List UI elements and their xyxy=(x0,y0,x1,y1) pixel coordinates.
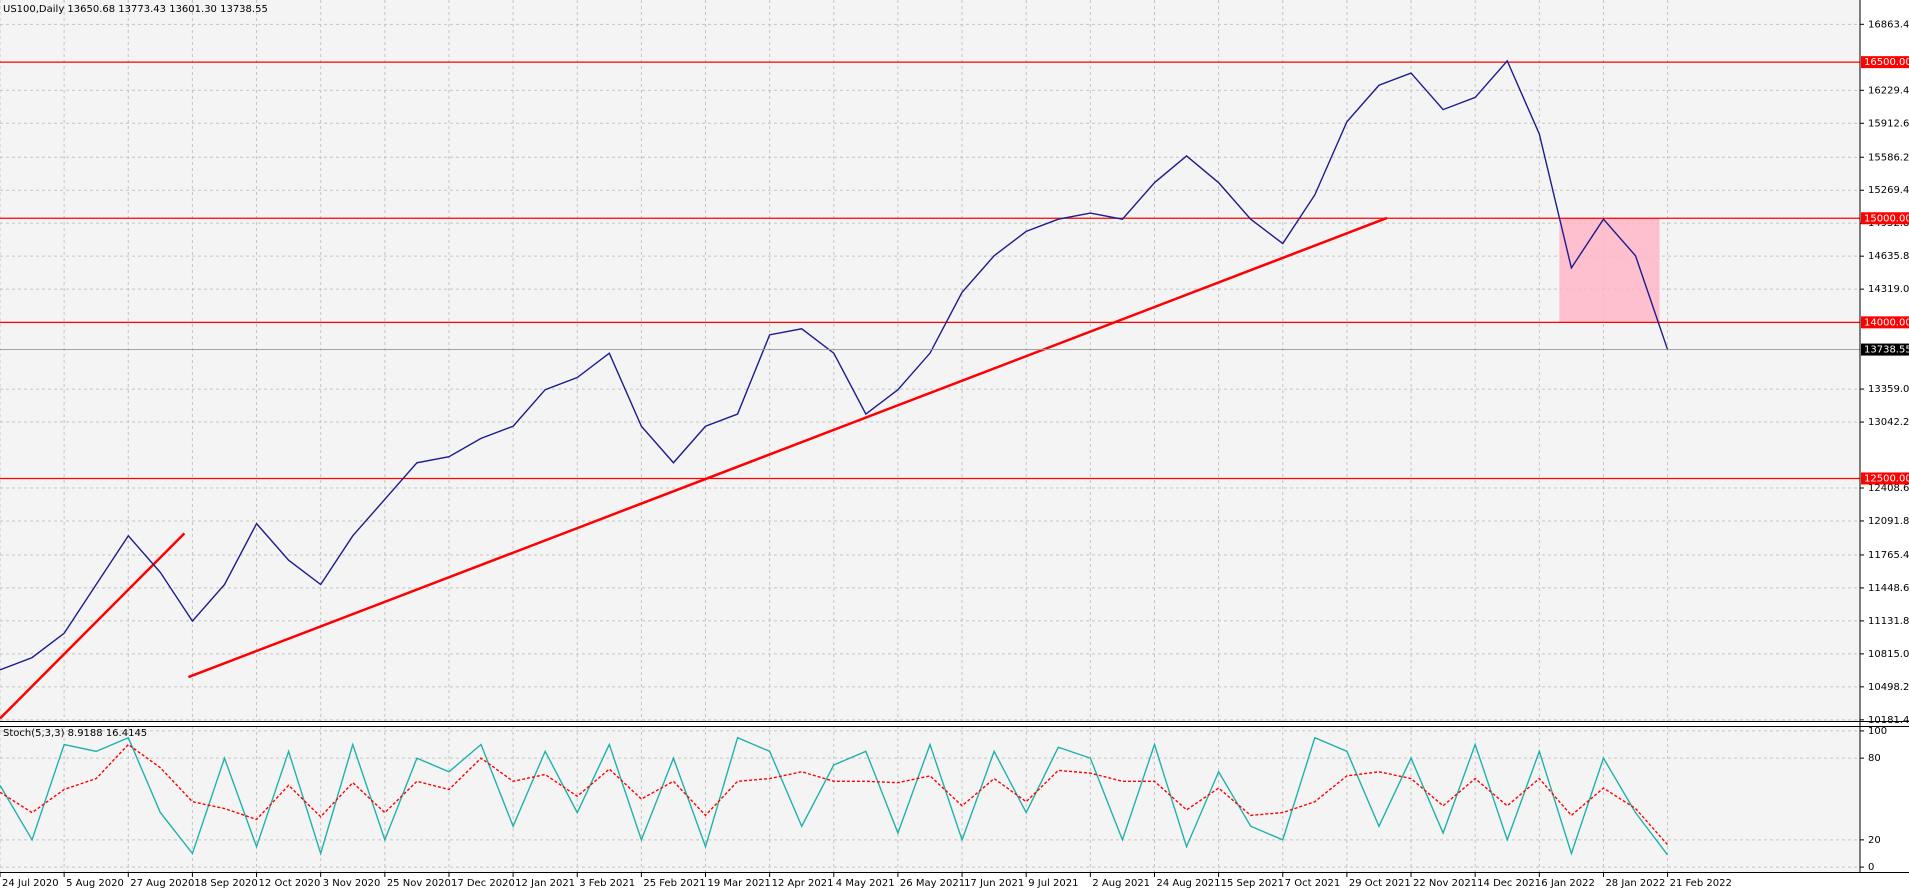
y-tick-label: 12408.60 xyxy=(1868,483,1909,494)
x-tick-label: 6 Jan 2022 xyxy=(1541,878,1595,889)
x-tick-label: 14 Dec 2021 xyxy=(1477,878,1541,889)
y-tick-label: 12091.80 xyxy=(1868,516,1909,527)
x-tick-label: 9 Jul 2021 xyxy=(1028,878,1078,889)
trendline xyxy=(187,216,1388,679)
y-tick-label: 16229.40 xyxy=(1868,85,1909,96)
x-tick-label: 22 Nov 2021 xyxy=(1413,878,1477,889)
x-tick-label: 26 May 2021 xyxy=(900,878,965,889)
x-tick-label: 12 Jan 2021 xyxy=(515,878,575,889)
plot xyxy=(0,0,1860,872)
x-tick-label: 3 Feb 2021 xyxy=(579,878,635,889)
y-tick-label: 10498.20 xyxy=(1868,682,1909,693)
y-tick-label: 15269.40 xyxy=(1868,185,1909,196)
level-label: 16500.00 xyxy=(1864,57,1909,68)
price-title: US100,Daily 13650.68 13773.43 13601.30 1… xyxy=(3,4,268,15)
series-line xyxy=(0,736,1669,856)
x-tick-label: 28 Jan 2022 xyxy=(1605,878,1665,889)
y-tick-label: 10181.40 xyxy=(1868,715,1909,726)
x-tick-label: 17 Jun 2021 xyxy=(964,878,1024,889)
x-tick-label: 7 Oct 2021 xyxy=(1285,878,1340,889)
x-tick-label: 2 Aug 2021 xyxy=(1092,878,1150,889)
y-tick-label: 100 xyxy=(1868,726,1887,737)
x-tick-label: 12 Apr 2021 xyxy=(772,878,834,889)
x-tick-label: 3 Nov 2020 xyxy=(323,878,381,889)
y-tick-label: 20 xyxy=(1868,835,1881,846)
y-tick-label: 80 xyxy=(1868,753,1881,764)
level-label: 12500.00 xyxy=(1864,473,1909,484)
last-price-label: 13738.55 xyxy=(1864,345,1909,356)
zone xyxy=(1559,218,1660,323)
x-tick-label: 15 Sep 2021 xyxy=(1221,878,1284,889)
x-tick-label: 12 Oct 2020 xyxy=(259,878,321,889)
stoch-panel xyxy=(0,726,1860,872)
x-tick-label: 19 Mar 2021 xyxy=(708,878,771,889)
y-tick-label: 0 xyxy=(1868,862,1874,873)
x-tick-label: 4 May 2021 xyxy=(836,878,895,889)
y-tick-label: 10815.00 xyxy=(1868,649,1909,660)
stoch-title: Stoch(5,3,3) 8.9188 16.4145 xyxy=(3,728,147,739)
level-label-bg xyxy=(1861,56,1909,69)
y-tick-label: 14319.00 xyxy=(1868,284,1909,295)
x-tick-label: 24 Jul 2020 xyxy=(2,878,59,889)
level-label: 14000.00 xyxy=(1864,317,1909,328)
x-tick-label: 18 Sep 2020 xyxy=(194,878,257,889)
y-tick-label: 15586.20 xyxy=(1868,152,1909,163)
y-tick-label: 13042.20 xyxy=(1868,417,1909,428)
price-panel xyxy=(0,0,1860,721)
level-label-bg xyxy=(1861,472,1909,485)
x-tick-label: 29 Oct 2021 xyxy=(1349,878,1411,889)
level-label: 15000.00 xyxy=(1864,213,1909,224)
x-tick-label: 17 Dec 2020 xyxy=(451,878,515,889)
y-tick-label: 11131.80 xyxy=(1868,616,1909,627)
y-tick-label: 14635.80 xyxy=(1868,251,1909,262)
last-price-bg xyxy=(1861,343,1909,356)
level-label-bg xyxy=(1861,316,1909,329)
x-tick-label: 25 Nov 2020 xyxy=(387,878,451,889)
series-line xyxy=(0,59,1669,671)
y-tick-label: 16863.40 xyxy=(1868,19,1909,30)
x-tick-label: 24 Aug 2021 xyxy=(1156,878,1220,889)
series-line xyxy=(0,743,1669,846)
x-tick-label: 27 Aug 2020 xyxy=(130,878,194,889)
y-tick-label: 15912.60 xyxy=(1868,118,1909,129)
y-tick-label: 11765.40 xyxy=(1868,550,1909,561)
x-tick-label: 25 Feb 2021 xyxy=(643,878,705,889)
x-tick-label: 5 Aug 2020 xyxy=(66,878,124,889)
y-tick-label: 13359.00 xyxy=(1868,384,1909,395)
y-tick-label: 11448.60 xyxy=(1868,583,1909,594)
level-label-bg xyxy=(1861,212,1909,225)
x-tick-label: 21 Feb 2022 xyxy=(1670,878,1732,889)
